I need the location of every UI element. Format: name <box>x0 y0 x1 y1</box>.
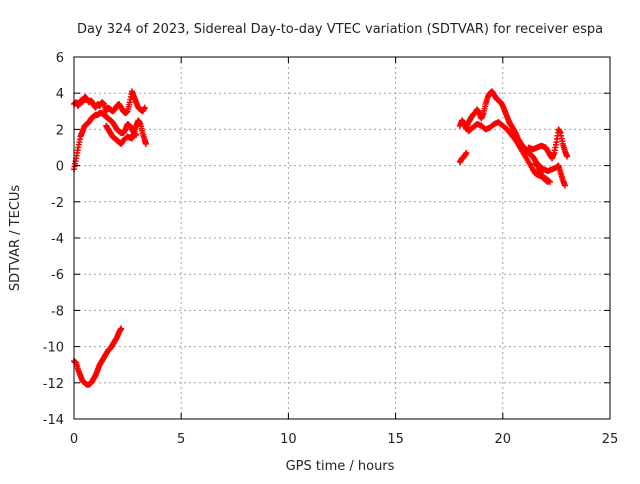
series-evening-tail <box>531 160 568 189</box>
y-tick-label: -8 <box>51 304 64 319</box>
x-tick-label: 25 <box>602 432 619 447</box>
y-axis-label: SDTVAR / TECUs <box>8 185 23 292</box>
y-tick-label: 2 <box>56 123 64 138</box>
data-point <box>141 104 148 111</box>
x-tick-label: 10 <box>280 432 297 447</box>
x-tick-label: 5 <box>177 432 185 447</box>
x-tick-label: 15 <box>387 432 404 447</box>
y-tick-label: 6 <box>56 51 64 66</box>
series-evening-low-fragment <box>456 149 470 165</box>
data-point <box>545 177 552 184</box>
y-tick-label: -2 <box>51 196 64 211</box>
chart-title: Day 324 of 2023, Sidereal Day-to-day VTE… <box>77 22 603 37</box>
series-morning-negative-arc <box>71 325 125 388</box>
data-point <box>463 149 470 156</box>
data-point <box>142 140 149 147</box>
y-tick-label: -4 <box>51 232 64 247</box>
y-axis-ticks: 6 4 2 0 -2 -4 -6 -8 -10 -12 -14 <box>43 51 610 428</box>
y-tick-label: 4 <box>56 87 64 102</box>
series-evening-lower-band <box>465 119 553 185</box>
data-point <box>561 182 568 189</box>
y-tick-label: -12 <box>43 377 64 392</box>
x-axis-label: GPS time / hours <box>286 459 395 474</box>
series-morning-upper-arc <box>71 110 140 173</box>
x-tick-label: 20 <box>495 432 512 447</box>
data-points <box>71 88 571 388</box>
y-tick-label: -6 <box>51 268 64 283</box>
series-evening-right-cluster <box>525 126 571 162</box>
series-morning-descending-branch <box>103 117 149 147</box>
series-morning-top-band <box>71 88 148 117</box>
data-point <box>564 153 571 160</box>
y-tick-label: -14 <box>43 413 64 428</box>
data-point <box>546 178 553 185</box>
y-tick-label: 0 <box>56 160 64 175</box>
grid <box>74 57 610 419</box>
data-point <box>118 325 125 332</box>
x-tick-label: 0 <box>70 432 78 447</box>
y-tick-label: -10 <box>43 341 64 356</box>
x-axis-ticks: 0 5 10 15 20 25 <box>70 57 618 447</box>
